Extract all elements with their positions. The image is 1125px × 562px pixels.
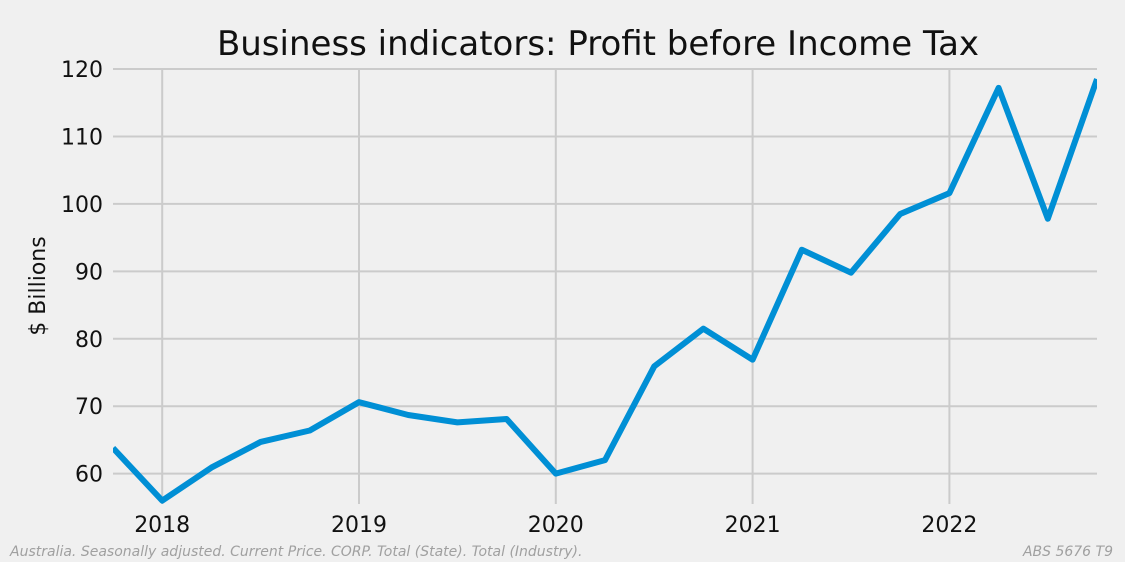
y-tick-label: 80 [75, 328, 103, 353]
chart-title: Business indicators: Profit before Incom… [217, 24, 979, 64]
x-tick-label: 2018 [134, 513, 190, 538]
y-tick-label: 110 [61, 125, 103, 150]
y-tick-label: 70 [75, 395, 103, 420]
y-tick-label: 90 [75, 260, 103, 285]
x-tick-label: 2019 [331, 513, 387, 538]
grid [113, 68, 1097, 504]
tick-labels: 60 70 80 90 100 110 120 2018 2019 2020 2021 2022 [61, 58, 977, 538]
footnote-source-id: ABS 5676 T9 [1022, 544, 1113, 560]
series-layer [113, 78, 1097, 504]
x-tick-label: 2022 [921, 513, 977, 538]
x-tick-label: 2021 [725, 513, 781, 538]
footnote-source-description: Australia. Seasonally adjusted. Current … [10, 544, 583, 560]
x-tick-label: 2020 [528, 513, 584, 538]
series-line [113, 78, 1097, 504]
y-tick-label: 60 [75, 463, 103, 488]
y-axis-label: $ Billions [26, 236, 51, 335]
y-tick-label: 100 [61, 193, 103, 218]
y-tick-label: 120 [61, 58, 103, 83]
